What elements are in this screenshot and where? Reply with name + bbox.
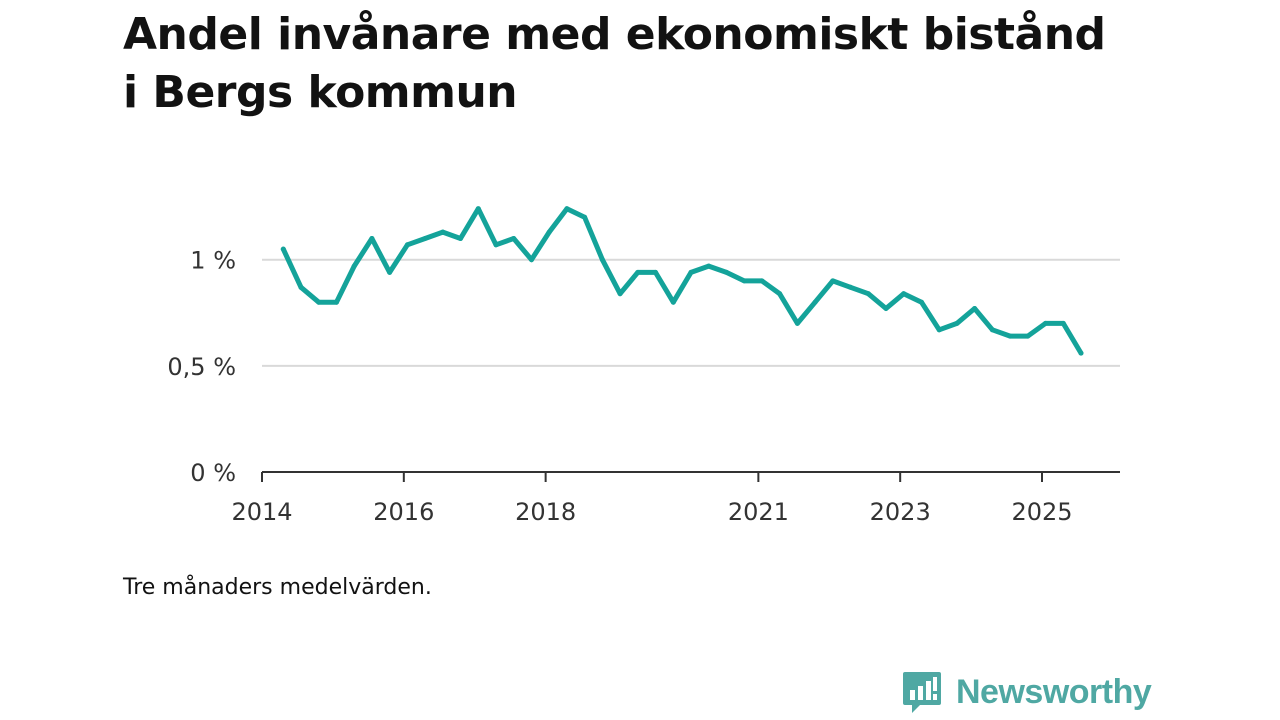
data-point [529,257,534,263]
data-point [458,236,463,241]
data-point [936,327,942,333]
data-point [511,236,517,241]
data-point [369,236,375,241]
data-point [919,299,924,305]
brand-name: Newsworthy [956,672,1152,711]
chart-title: Andel invånare med ekonomiskt bistånd i … [123,9,1106,118]
data-point [334,299,339,305]
data-point [316,299,322,305]
data-point [546,229,552,235]
data-point [1060,320,1066,326]
data-point [812,299,818,305]
data-point [688,269,694,275]
data-point [777,291,783,297]
data-point [404,242,410,248]
x-tick-label: 2025 [1011,498,1072,526]
data-point [599,257,605,263]
data-point [582,214,588,220]
data-point [883,306,889,311]
y-tick-label: 1 % [190,247,236,275]
x-axis: 2014 2016 2018 2021 2023 2025 [231,471,1120,526]
data-point [972,306,978,311]
data-point [653,269,658,275]
data-point [741,278,747,284]
x-tick-label: 2021 [728,498,789,526]
y-tick-label: 0 % [190,459,236,487]
data-point [1043,320,1048,326]
data-point [440,229,446,235]
newsworthy-logo[interactable]: Newsworthy [902,670,1152,714]
data-point [989,327,995,333]
data-point [387,269,393,275]
bar-chart-speech-bubble-icon [903,672,941,713]
data-point [1007,333,1013,339]
x-tick-label: 2016 [373,498,434,526]
data-point [794,320,800,326]
gridlines [262,258,1120,367]
series-line [280,206,1084,356]
data-point [493,242,499,248]
data-point [830,278,836,284]
data-point [564,206,570,212]
data-point [351,263,357,269]
data-point [475,206,481,212]
x-tick-label: 2023 [870,498,931,526]
data-point [706,263,712,269]
x-tick-label: 2018 [515,498,576,526]
data-point [635,269,641,275]
y-axis-tick-labels: 0 % 0,5 % 1 % [167,247,236,487]
data-point [954,320,960,326]
data-point [617,291,623,297]
data-point [848,284,853,290]
data-point [901,291,907,297]
data-point [280,246,286,252]
data-point [1078,350,1084,356]
y-tick-label: 0,5 % [167,353,236,381]
data-point [422,236,428,241]
data-point [670,299,676,305]
series [280,206,1084,356]
chart-note: Tre månaders medelvärden. [123,575,432,600]
data-point [865,291,871,297]
data-point [724,269,729,275]
data-point [759,278,765,284]
data-point [1025,333,1031,339]
x-tick-label: 2014 [231,498,292,526]
data-point [298,284,304,290]
